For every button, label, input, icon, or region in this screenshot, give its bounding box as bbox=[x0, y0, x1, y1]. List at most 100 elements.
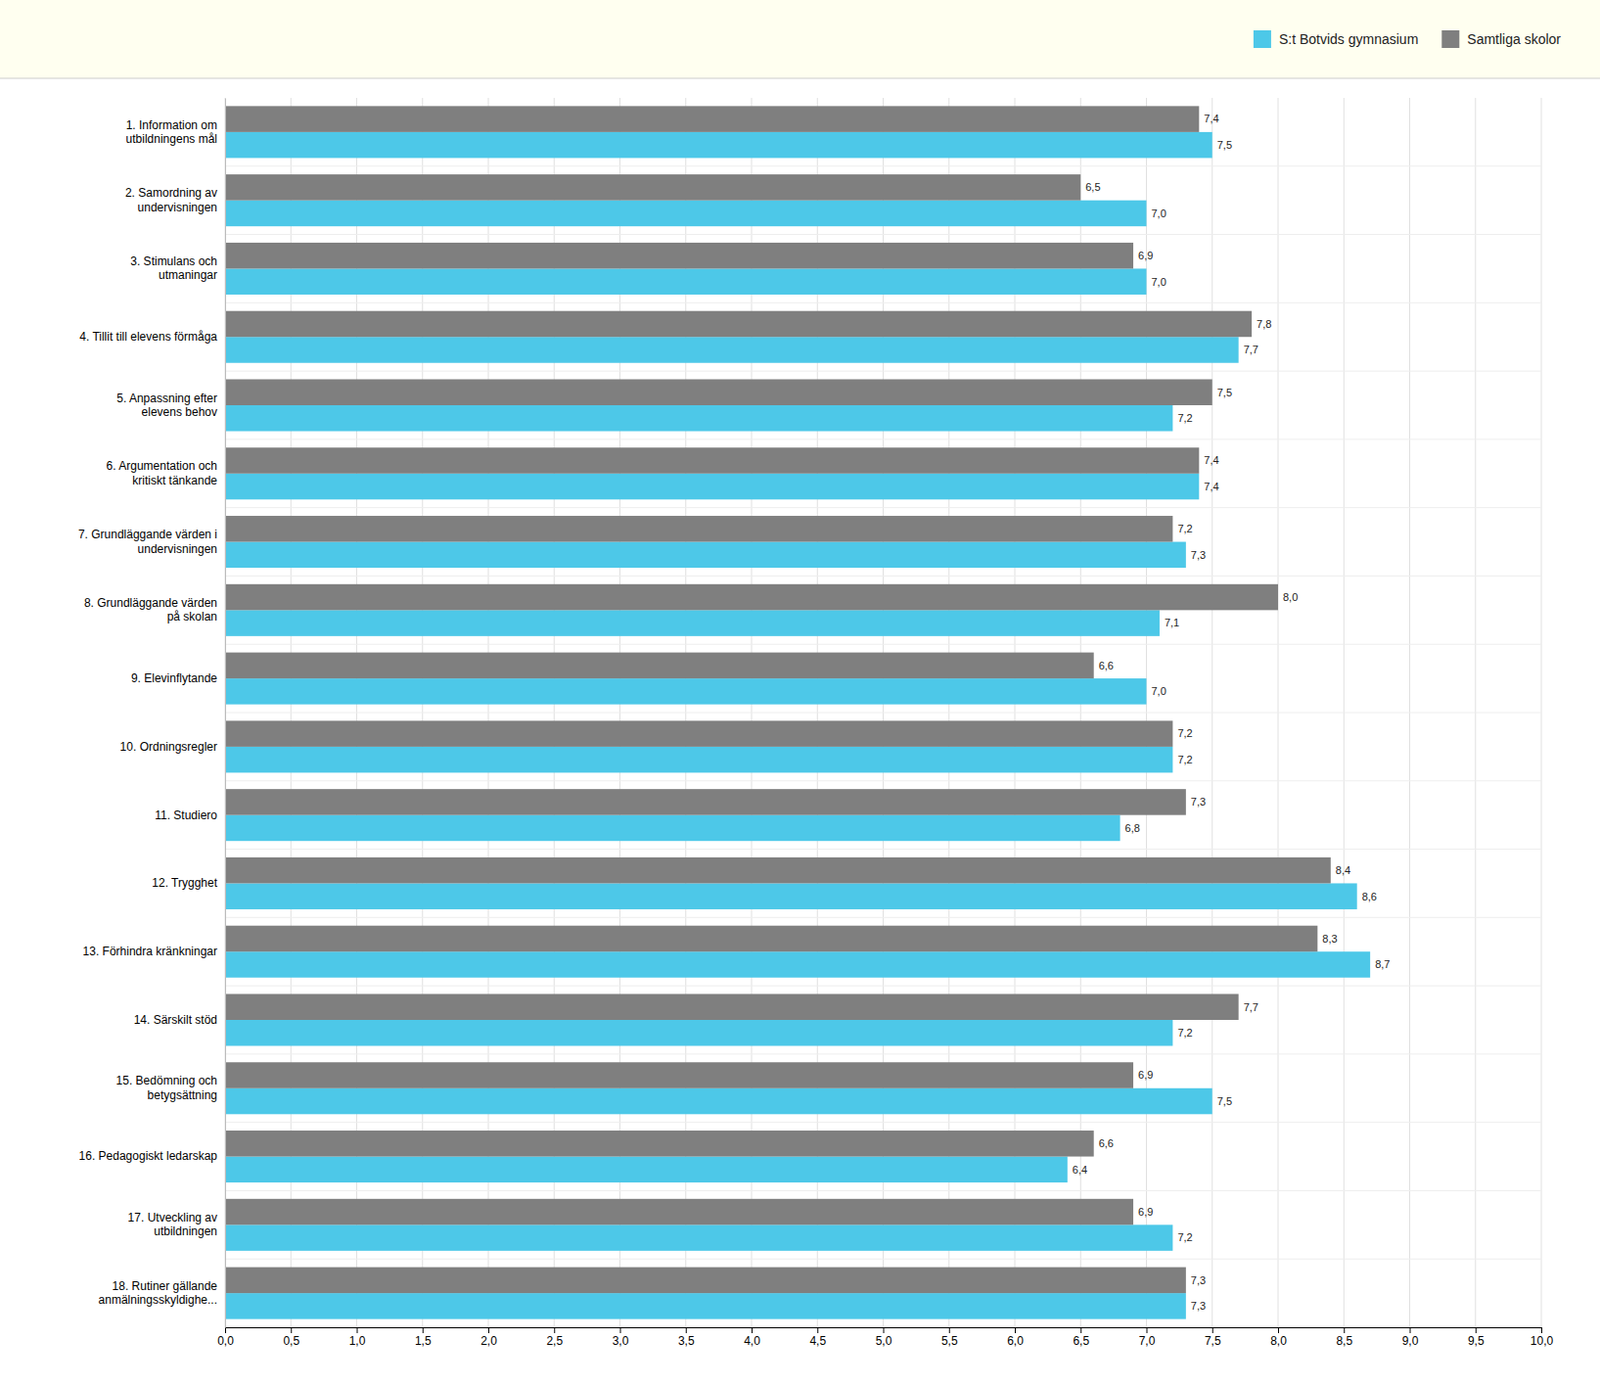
x-tick: 6,5 bbox=[1072, 1326, 1090, 1348]
group-separator bbox=[225, 575, 1542, 577]
data-label: 6,9 bbox=[1138, 1068, 1153, 1081]
group-separator bbox=[225, 643, 1542, 645]
data-label: 7,2 bbox=[1177, 753, 1192, 766]
data-label: 7,3 bbox=[1190, 1299, 1206, 1312]
x-tick: 3,0 bbox=[612, 1326, 630, 1348]
y-tick-label-line: 6. Argumentation och bbox=[106, 458, 218, 473]
y-tick-label-line: 16. Pedagogiskt ledarskap bbox=[79, 1148, 219, 1163]
y-tick: 17. Utveckling avutbildningen bbox=[128, 1210, 226, 1238]
y-tick-label-line: 14. Särskilt stöd bbox=[134, 1012, 218, 1027]
y-tick-label-line: 11. Studiero bbox=[154, 808, 218, 823]
group-separator bbox=[225, 916, 1542, 918]
x-tick-mark bbox=[883, 1326, 885, 1333]
bar bbox=[225, 925, 1318, 953]
x-tick-mark bbox=[620, 1326, 622, 1333]
bar bbox=[225, 857, 1331, 884]
data-label: 7,4 bbox=[1203, 454, 1219, 466]
bar bbox=[225, 720, 1173, 747]
bar bbox=[225, 993, 1239, 1020]
x-tick: 2,0 bbox=[480, 1326, 498, 1348]
bar bbox=[225, 405, 1173, 432]
bar bbox=[225, 1061, 1134, 1089]
y-tick-label: 1. Information omutbildningens mål bbox=[126, 118, 218, 146]
y-tick-label: 6. Argumentation ochkritiskt tänkande bbox=[106, 458, 219, 487]
group-separator bbox=[225, 1121, 1542, 1123]
y-tick-label-line: 7. Grundläggande värden i bbox=[78, 527, 218, 542]
y-tick: 3. Stimulans ochutmaningar bbox=[130, 254, 226, 282]
y-tick-label-line: betygsättning bbox=[147, 1088, 218, 1102]
y-tick-label-line: 5. Anpassning efter bbox=[116, 391, 218, 406]
bar bbox=[225, 268, 1147, 295]
data-label: 7,2 bbox=[1177, 1026, 1192, 1039]
y-tick-label: 9. Elevinflytande bbox=[131, 671, 218, 686]
x-tick-mark bbox=[751, 1326, 753, 1333]
bar bbox=[225, 815, 1121, 842]
bar bbox=[225, 1088, 1213, 1115]
y-tick-label-line: elevens behov bbox=[141, 405, 218, 419]
bar bbox=[225, 1019, 1173, 1047]
x-tick-label: 8,0 bbox=[1270, 1333, 1287, 1348]
data-label: 7,3 bbox=[1190, 795, 1206, 808]
y-tick: 13. Förhindra kränkningar bbox=[83, 944, 226, 959]
data-label: 6,8 bbox=[1125, 822, 1141, 834]
x-tick-mark bbox=[290, 1326, 292, 1333]
grid-line bbox=[225, 97, 227, 1327]
data-labels: 7,57,07,07,77,27,47,37,17,07,26,88,68,77… bbox=[1072, 112, 1391, 1312]
bar bbox=[225, 542, 1187, 569]
data-label: 8,6 bbox=[1362, 890, 1377, 903]
data-label: 8,4 bbox=[1335, 864, 1351, 876]
x-tick: 8,5 bbox=[1335, 1326, 1353, 1348]
x-tick: 0,0 bbox=[217, 1326, 234, 1348]
x-tick-mark bbox=[1080, 1326, 1082, 1333]
x-tick-label: 3,0 bbox=[612, 1333, 630, 1348]
y-axis-line bbox=[225, 98, 227, 1328]
group-separator bbox=[225, 506, 1542, 508]
x-tick-label: 4,5 bbox=[809, 1333, 826, 1348]
legend: S:t Botvids gymnasiumSamtliga skolor bbox=[1253, 30, 1561, 48]
x-tick: 1,5 bbox=[414, 1326, 432, 1348]
x-tick-label: 6,5 bbox=[1072, 1333, 1090, 1348]
y-tick: 1. Information omutbildningens mål bbox=[126, 118, 226, 146]
x-axis: 0,00,51,01,52,02,53,03,54,04,55,05,56,06… bbox=[217, 1326, 1554, 1348]
y-tick: 6. Argumentation ochkritiskt tänkande bbox=[106, 458, 226, 487]
y-tick-label: 16. Pedagogiskt ledarskap bbox=[79, 1148, 219, 1163]
x-tick-label: 0,0 bbox=[217, 1333, 234, 1348]
y-tick-label: 10. Ordningsregler bbox=[120, 739, 218, 754]
bar bbox=[225, 1292, 1187, 1320]
bar bbox=[225, 584, 1279, 611]
y-tick-label: 7. Grundläggande värden iundervisningen bbox=[78, 527, 218, 555]
group-separator bbox=[225, 779, 1542, 781]
bar bbox=[225, 1198, 1134, 1226]
bar bbox=[225, 105, 1199, 133]
bar bbox=[225, 473, 1199, 501]
x-tick-label: 8,5 bbox=[1335, 1333, 1353, 1348]
bar bbox=[225, 1224, 1173, 1251]
legend-swatch bbox=[1253, 30, 1272, 48]
bar bbox=[225, 447, 1199, 474]
y-tick-label-line: 10. Ordningsregler bbox=[120, 739, 218, 754]
x-tick-mark bbox=[1146, 1326, 1148, 1333]
data-label: 7,7 bbox=[1243, 1001, 1259, 1013]
group-separator bbox=[225, 1258, 1542, 1260]
x-tick-mark bbox=[488, 1326, 490, 1333]
bar bbox=[225, 336, 1239, 364]
data-label: 8,3 bbox=[1322, 932, 1337, 945]
data-label: 7,2 bbox=[1177, 411, 1192, 424]
x-tick: 0,5 bbox=[282, 1326, 300, 1348]
legend-swatch bbox=[1441, 30, 1460, 48]
y-tick-label-line: kritiskt tänkande bbox=[132, 473, 218, 488]
x-tick: 2,5 bbox=[546, 1326, 563, 1348]
data-label: 7,7 bbox=[1243, 343, 1259, 356]
data-label: 7,3 bbox=[1190, 1274, 1206, 1286]
grid bbox=[225, 97, 1542, 1327]
chart: 7,57,07,07,77,27,47,37,17,07,26,88,68,77… bbox=[0, 0, 1600, 1386]
y-tick: 9. Elevinflytande bbox=[131, 671, 226, 686]
data-label: 7,2 bbox=[1177, 1231, 1192, 1243]
y-tick: 14. Särskilt stöd bbox=[134, 1012, 226, 1027]
x-tick-label: 7,5 bbox=[1204, 1333, 1222, 1348]
bar bbox=[225, 515, 1173, 543]
group-separator bbox=[225, 1189, 1542, 1191]
x-tick-mark bbox=[1343, 1326, 1345, 1333]
x-tick: 9,5 bbox=[1467, 1326, 1485, 1348]
legend-label: Samtliga skolor bbox=[1466, 31, 1561, 47]
